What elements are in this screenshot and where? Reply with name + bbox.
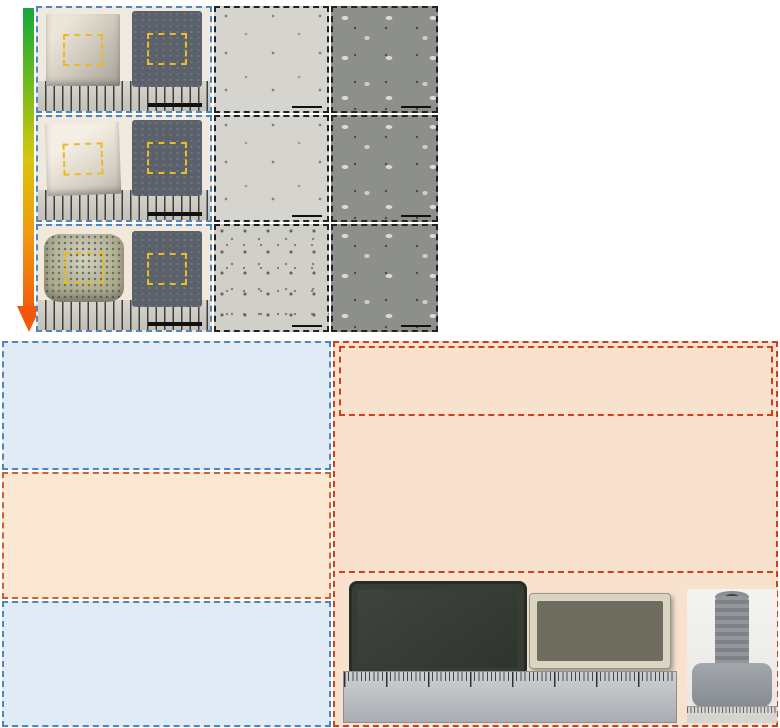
roi-box (147, 33, 187, 65)
panel-d-cte-chart (440, 0, 780, 348)
sample-grid (32, 477, 326, 594)
scale-bar-line (148, 103, 202, 107)
panel-a2-micrograph (331, 6, 438, 113)
scale-bar (401, 324, 431, 327)
nife2o4-cube-sample (132, 231, 202, 307)
melted-cermet-sample (44, 234, 124, 302)
sample-grid (32, 606, 326, 722)
panel-f (2, 472, 331, 599)
panel-b-photo (36, 115, 212, 222)
roi-box (63, 34, 103, 66)
scale-bar-line (401, 214, 431, 217)
scale-bar (292, 324, 322, 327)
cermet-cube-sample (44, 121, 122, 197)
scale-bar (148, 211, 202, 216)
panel-hij-region (333, 341, 778, 727)
roi-box (64, 252, 104, 284)
panel-b2-micrograph (331, 115, 438, 222)
gradient-arrow-body (23, 8, 34, 308)
scale-bar-line (148, 212, 202, 216)
bolt-base (692, 663, 772, 707)
bolt-threaded-cylinder (715, 596, 749, 668)
roi-box (147, 142, 187, 174)
sintered-plaque (529, 593, 671, 669)
relative-density-chart-svg (512, 112, 670, 250)
scale-bar (401, 214, 431, 217)
panel-c2-micrograph (331, 224, 438, 332)
scale-bar-line (401, 324, 431, 327)
scale-bar-line (292, 324, 322, 327)
cermet-cube-sample (46, 14, 120, 86)
panel-b1-micrograph (214, 115, 329, 222)
scale-bar-line (148, 322, 202, 326)
steel-ruler (343, 671, 677, 723)
panel-i (339, 419, 773, 573)
panel-a1-micrograph (214, 6, 329, 113)
panel-c-photo (36, 224, 212, 332)
panel-g (2, 601, 331, 727)
scale-bar (401, 105, 431, 108)
roi-box (147, 253, 187, 285)
nife2o4-cube-sample (132, 11, 202, 87)
sintered-plaque-inner (537, 601, 663, 661)
scale-bar (292, 214, 322, 217)
panel-h (339, 346, 773, 416)
small-ruler (687, 706, 777, 723)
panel-d1-inset-chart (512, 112, 670, 250)
nife2o4-cube-sample (132, 120, 202, 196)
scale-bar-line (292, 105, 322, 108)
panel-e (2, 341, 331, 470)
scale-bar-line (401, 105, 431, 108)
scale-bar (292, 105, 322, 108)
green-body-plaque (349, 581, 527, 677)
sample-grid (32, 346, 326, 465)
scale-bar (148, 321, 202, 326)
ruler-tick-marks-major (344, 672, 676, 687)
bolt-sample-photo (687, 589, 777, 723)
panel-a-photo (36, 6, 212, 113)
roi-box (62, 142, 104, 176)
panel-c1-micrograph (214, 224, 329, 332)
scale-bar-line (292, 214, 322, 217)
scale-bar (148, 102, 202, 107)
